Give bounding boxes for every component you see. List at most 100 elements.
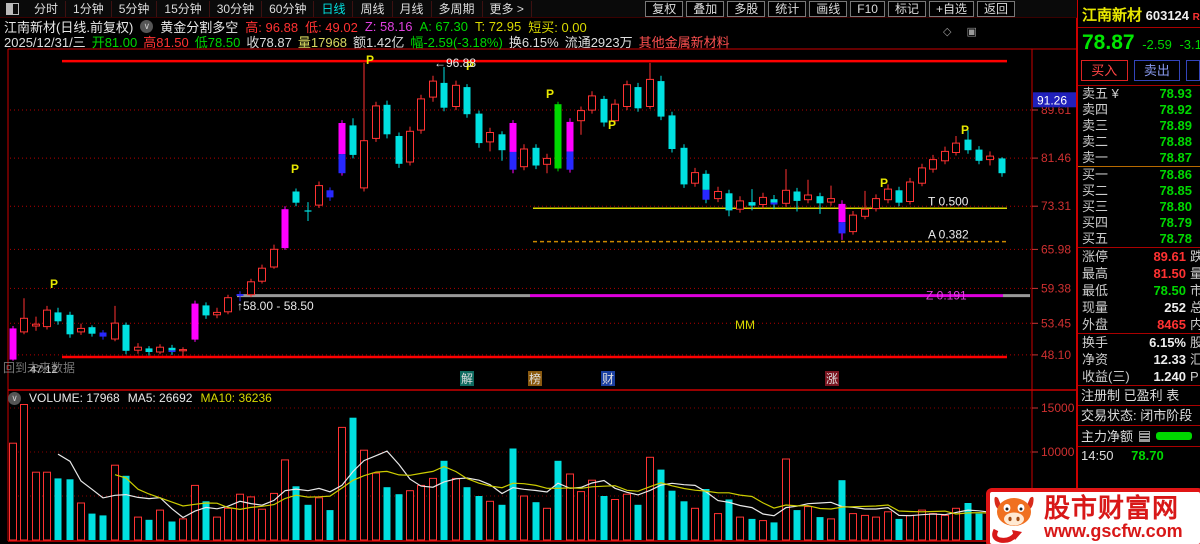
chevron-down-icon[interactable]: ∨ <box>8 391 21 405</box>
period-menu: 分时 1分钟 5分钟 15分钟 30分钟 60分钟 日线 周线 月线 多周期 更多 > <box>27 0 532 17</box>
svg-text:T 0.500: T 0.500 <box>928 194 969 208</box>
stock-name-row[interactable]: 江南新材 603124 R <box>1078 0 1200 28</box>
stat-text: 黄金分割多空 <box>160 20 239 35</box>
info-row-收益(三): 收益(三) 1.240 P <box>1082 369 1199 384</box>
svg-text:91.26: 91.26 <box>1037 93 1067 107</box>
menu-item-周线[interactable]: 周线 <box>353 0 393 17</box>
sell-button[interactable]: 卖出 <box>1133 60 1181 81</box>
stock-info-rows: 涨停89.61跌最高81.50量最低78.50市现量252总外盘8465内换手6… <box>1078 248 1200 386</box>
watermark-url: www.gscfw.com <box>1044 521 1183 542</box>
book-row-卖三[interactable]: 卖三 78.89 <box>1082 118 1192 133</box>
quote-panel: 江南新材 603124 R 78.87 -2.59 -3.1 买入 卖出 卖五 … <box>1077 0 1200 544</box>
toolbar-button-复权[interactable]: 复权 <box>645 1 684 17</box>
stat-text: 江南新材(日线.前复权) <box>4 20 134 35</box>
stat-text: 2025/12/31/三 <box>4 35 86 50</box>
menu-item-多周期[interactable]: 多周期 <box>432 0 483 17</box>
stock-name: 江南新材 <box>1082 7 1143 24</box>
volume-ma5: MA5: 26692 <box>127 391 193 405</box>
svg-text:15000: 15000 <box>1041 401 1075 415</box>
svg-text:P: P <box>961 123 969 137</box>
registration-status: 注册制 已盈利 表 <box>1078 386 1200 406</box>
stat-text: 其他金属新材料 <box>638 35 730 50</box>
main-net-row[interactable]: 主力净额 <box>1078 426 1200 447</box>
svg-text:P: P <box>608 118 616 132</box>
more-trade-button[interactable] <box>1186 60 1200 81</box>
toolbar-button-F10[interactable]: F10 <box>850 1 885 17</box>
buy-button[interactable]: 买入 <box>1081 60 1128 81</box>
svg-text:涨: 涨 <box>826 371 838 386</box>
book-row-卖五 ¥[interactable]: 卖五 ¥78.93 <box>1082 86 1192 101</box>
svg-text:P: P <box>466 59 474 73</box>
indicator-dropdown-icon[interactable]: ∨ <box>140 20 154 33</box>
menu-item-30分钟[interactable]: 30分钟 <box>210 0 263 17</box>
last-price: 78.87 <box>1082 31 1135 54</box>
book-row-买二[interactable]: 买二 78.85 <box>1082 183 1192 198</box>
book-row-卖二[interactable]: 卖二 78.88 <box>1082 134 1192 149</box>
stat-text: 高81.50 <box>143 35 189 50</box>
top-menubar: 分时 1分钟 5分钟 15分钟 30分钟 60分钟 日线 周线 月线 多周期 更多 > 复权 叠加 多股… <box>0 0 1077 18</box>
book-row-买四[interactable]: 买四 78.79 <box>1082 215 1192 230</box>
svg-text:10000: 10000 <box>1041 445 1075 459</box>
watermark-title: 股市财富网 <box>1044 492 1180 523</box>
book-row-卖一[interactable]: 卖一 78.87 <box>1082 150 1192 165</box>
stat-text: 换6.15% <box>508 35 559 50</box>
book-row-买五[interactable]: 买五 78.78 <box>1082 231 1192 246</box>
watermark-ad: 股市财富网 www.gscfw.com <box>986 488 1200 544</box>
svg-text:59.38: 59.38 <box>1041 281 1071 295</box>
svg-text:53.45: 53.45 <box>1041 316 1071 330</box>
book-row-买三[interactable]: 买三 78.80 <box>1082 199 1192 214</box>
stat-text: 量17968 <box>297 35 348 50</box>
toolbar-button-+自选[interactable]: +自选 <box>928 1 974 17</box>
menu-item-5分钟[interactable]: 5分钟 <box>112 0 158 17</box>
menu-item-更多 >[interactable]: 更多 > <box>483 0 532 17</box>
svg-text:P: P <box>880 176 888 190</box>
svg-text:财: 财 <box>602 372 614 386</box>
menu-item-日线[interactable]: 日线 <box>314 0 354 17</box>
book-row-卖四[interactable]: 卖四 78.92 <box>1082 102 1192 117</box>
chart-title-row: 江南新材(日线.前复权) ∨ 黄金分割多空 高: 96.88 低: 49.02 Z: 58… <box>4 19 594 35</box>
stat-text: T: 72.95 <box>474 19 522 34</box>
toolbar-button-多股[interactable]: 多股 <box>727 1 766 17</box>
price-row: 78.87 -2.59 -3.1 <box>1078 28 1200 57</box>
svg-text:←96.88: ←96.88 <box>434 56 476 70</box>
toolbar-button-返回[interactable]: 返回 <box>976 1 1015 17</box>
menu-item-月线[interactable]: 月线 <box>393 0 432 17</box>
price-change: -2.59 <box>1142 37 1172 52</box>
toolbar-button-统计[interactable]: 统计 <box>768 1 807 17</box>
menu-item-15分钟[interactable]: 15分钟 <box>157 0 210 17</box>
svg-text:A 0.382: A 0.382 <box>928 228 969 242</box>
time-price: 78.70 <box>1131 448 1164 463</box>
svg-text:P: P <box>50 277 58 291</box>
book-row-买一[interactable]: 买一 78.86 <box>1082 167 1192 182</box>
stat-text: 低78.50 <box>194 35 241 50</box>
svg-text:73.31: 73.31 <box>1041 199 1071 213</box>
stat-text: 开81.00 <box>91 35 138 50</box>
info-row-现量: 现量252总 <box>1082 300 1200 315</box>
svg-text:P: P <box>546 87 554 101</box>
window-icon[interactable] <box>6 2 19 15</box>
info-row-换手: 换手6.15%股 <box>1082 335 1200 350</box>
stat-text: 短买: 0.00 <box>528 20 587 35</box>
menu-item-分时[interactable]: 分时 <box>27 0 67 17</box>
menu-item-1分钟[interactable]: 1分钟 <box>66 0 112 17</box>
toolbar-menu: 复权 叠加 多股 统计 画线 F10 标记 +自选 返回 <box>645 1 1015 17</box>
trading-status: 交易状态: 闭市阶段 <box>1078 406 1200 426</box>
toolbar-button-画线[interactable]: 画线 <box>809 1 848 17</box>
chart-corner-icons[interactable]: ◇ ▣ <box>943 26 983 38</box>
svg-text:47.12: 47.12 <box>30 364 58 376</box>
volume-value: VOLUME: 17968 <box>29 391 120 405</box>
toolbar-button-叠加[interactable]: 叠加 <box>686 1 725 17</box>
toolbar-button-标记[interactable]: 标记 <box>887 1 926 17</box>
stat-text: 高: 96.88 <box>245 20 299 35</box>
stat-text: 额1.42亿 <box>353 35 405 50</box>
stat-text: A: 67.30 <box>419 19 468 34</box>
quote-time: 14:50 <box>1081 448 1114 463</box>
stat-text: Z: 58.16 <box>364 19 413 34</box>
menu-item-60分钟[interactable]: 60分钟 <box>262 0 315 17</box>
volume-ma10: MA10: 36236 <box>200 391 272 405</box>
